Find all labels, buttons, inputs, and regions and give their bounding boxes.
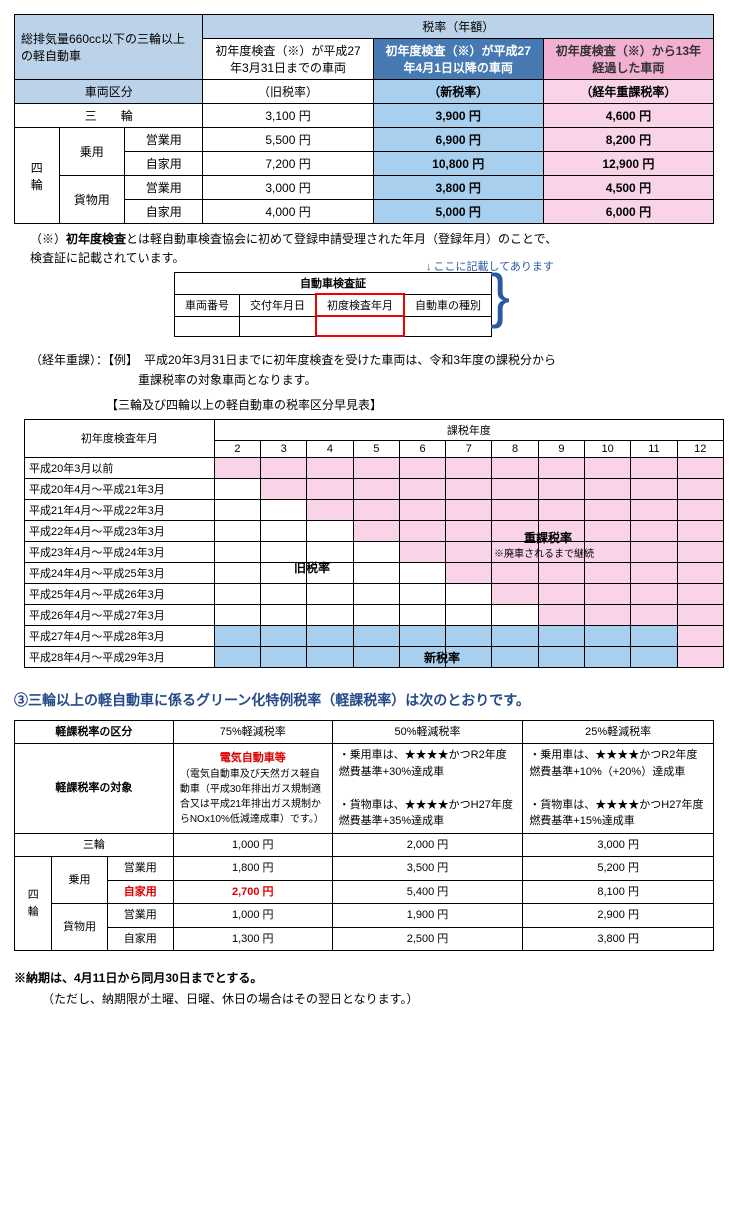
- green-tax-table: 軽課税率の区分 75%軽減税率 50%軽減税率 25%軽減税率 軽課税率の対象 …: [14, 720, 714, 952]
- arrow-note: ここに記載してあります: [426, 258, 554, 274]
- hdr-heavy2: （経年重課税率）: [543, 80, 713, 104]
- hdr-new2: （新税率）: [373, 80, 543, 104]
- tax-rate-table: 総排気量660cc以下の三輪以上の軽自動車 税率（年額） 初年度検査（※）が平成…: [14, 14, 714, 224]
- hdr-old2: （旧税率）: [203, 80, 373, 104]
- deadline-note: ※納期は、4月11日から同月30日までとする。: [14, 969, 715, 986]
- quick-title: 【三輪及び四輪以上の軽自動車の税率区分早見表】: [106, 396, 715, 415]
- g-htarget: 軽課税率の対象: [15, 744, 174, 834]
- cert-h1: 車両番号: [175, 294, 240, 316]
- g-hdiv: 軽課税率の区分: [15, 720, 174, 744]
- hdr-desc: 総排気量660cc以下の三輪以上の軽自動車: [15, 15, 203, 80]
- cert-h4: 自動車の種別: [404, 294, 492, 316]
- g-t25: ・乗用車は、★★★★かつR2年度燃費基準+10%（+20%）達成車 ・貨物車は、…: [523, 744, 714, 834]
- g-t75: 電気自動車等 （電気自動車及び天然ガス軽自動車（平成30年排出ガス規制適合又は平…: [173, 744, 332, 834]
- hdr-heavy: 初年度検査（※）から13年経過した車両: [543, 39, 713, 80]
- cert-h3: 初度検査年月: [316, 294, 404, 316]
- note-example: （経年重課）：【例】 平成20年3月31日までに初年度検査を受けた車両は、令和3…: [30, 351, 715, 389]
- cert-title: 自動車検査証: [175, 273, 492, 295]
- g-h75: 75%軽減税率: [173, 720, 332, 744]
- cert-h2: 交付年月日: [240, 294, 317, 316]
- hdr-rate: 税率（年額）: [203, 15, 714, 39]
- deadline-sub: （ただし、納期限が土曜、日曜、休日の場合はその翌日となります。）: [42, 990, 715, 1007]
- note-first-inspection: （※）初年度検査とは軽自動車検査協会に初めて登録申請受理された年月（登録年月）の…: [30, 230, 715, 268]
- brace-icon: }: [490, 272, 510, 320]
- hdr-new: 初年度検査（※）が平成27年4月1日以降の車両: [373, 39, 543, 80]
- quick-ref-table: 初年度検査年月課税年度23456789101112平成20年3月以前 平成20年…: [24, 419, 724, 668]
- certificate-diagram: ここに記載してあります 自動車検査証 車両番号 交付年月日 初度検査年月 自動車…: [174, 272, 715, 337]
- g-h25: 25%軽減税率: [523, 720, 714, 744]
- section-heading-green: ③三輪以上の軽自動車に係るグリーン化特例税率（軽課税率）は次のとおりです。: [14, 690, 715, 710]
- hdr-old: 初年度検査（※）が平成27年3月31日までの車両: [203, 39, 373, 80]
- g-t50: ・乗用車は、★★★★かつR2年度燃費基準+30%達成車 ・貨物車は、★★★★かつ…: [332, 744, 523, 834]
- g-h50: 50%軽減税率: [332, 720, 523, 744]
- hdr-vehdiv: 車両区分: [15, 80, 203, 104]
